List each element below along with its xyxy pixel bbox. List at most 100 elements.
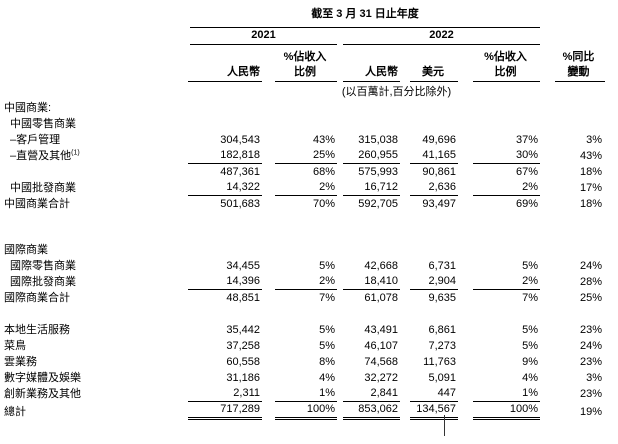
cell-value: 37,258 <box>226 340 260 352</box>
col-header-yoy: %同比 變動 <box>555 50 606 82</box>
cell-value: 6,731 <box>428 260 456 272</box>
row-china-retail-subtotal: 487,361 68% 575,993 90,861 67% 18% <box>0 164 618 180</box>
column-header-row: 人民幣 %佔收入 比例 人民幣 美元 %佔收入 比例 <box>0 45 618 82</box>
row-total: 總計 717,289 100% 853,062 134,567 100% 19% <box>0 402 618 420</box>
cell-value: 2% <box>473 180 541 196</box>
row-cloud: 雲業務 60,558 8% 74,568 11,763 9% 23% <box>0 354 618 370</box>
spacer-row <box>0 306 618 322</box>
cell-value: 2,636 <box>410 180 458 196</box>
cell-value: 717,289 <box>188 402 262 420</box>
col-header-rmb-2022: 人民幣 <box>343 65 400 82</box>
cell-value: 2,841 <box>343 386 400 402</box>
cell-value: 182,818 <box>188 148 262 164</box>
row-label: 菜鳥 <box>4 340 26 352</box>
cell-value: 2% <box>275 274 337 290</box>
spacer-row <box>0 212 618 242</box>
cell-value: 28% <box>580 276 603 288</box>
cell-value: 5,091 <box>428 372 456 384</box>
cell-value: 23% <box>580 356 603 368</box>
cell-value: 23% <box>580 388 603 400</box>
cell-value: 8% <box>319 356 335 368</box>
row-cainiao: 菜鳥 37,258 5% 46,107 7,273 5% 24% <box>0 338 618 354</box>
cell-value: 18,410 <box>343 274 400 290</box>
col-header-pct-2022-line1: %佔收入 <box>484 51 527 63</box>
row-label: 中國零售商業 <box>10 118 76 130</box>
row-international-wholesale: 國際批發商業 14,396 2% 18,410 2,904 2% 28% <box>0 274 618 290</box>
cell-value: 31,186 <box>226 372 260 384</box>
cell-value: 100% <box>275 402 337 420</box>
cell-value: 592,705 <box>358 198 398 210</box>
cell-value: 67% <box>516 166 539 178</box>
unit-note: (以百萬計,百分比除外) <box>341 86 452 98</box>
cell-value: 2% <box>473 274 541 290</box>
cell-value: 23% <box>580 324 603 336</box>
cell-value: 134,567 <box>410 402 458 420</box>
row-international-commerce-heading: 國際商業 <box>0 242 618 258</box>
cell-value: 30% <box>473 148 541 164</box>
report-table-body: 中國商業: 中國零售商業 –客戶管理 304,543 43% 315,038 49,696 3… <box>0 100 618 420</box>
cell-value: 41,165 <box>410 148 458 164</box>
year-2021-header: 2021 <box>190 28 337 45</box>
cell-value: 14,322 <box>188 180 262 196</box>
row-innovation-initiatives: 創新業務及其他 2,311 1% 2,841 447 1% 23% <box>0 386 618 402</box>
segment-revenue-table: 截至 3 月 31 日止年度 2021 2022 人民幣 <box>0 0 618 420</box>
col-header-yoy-line1: %同比 <box>562 51 595 63</box>
row-label: 國際零售商業 <box>10 260 76 272</box>
row-label: 中國批發商業 <box>10 182 76 194</box>
text-cursor-artifact <box>444 415 445 436</box>
cell-value: 18% <box>580 198 603 210</box>
row-china-wholesale: 中國批發商業 14,322 2% 16,712 2,636 2% 17% <box>0 180 618 196</box>
cell-value: 42,668 <box>364 260 398 272</box>
cell-value: 49,696 <box>422 134 456 146</box>
cell-value: 24% <box>580 260 603 272</box>
cell-value: 70% <box>312 198 335 210</box>
col-header-yoy-line2: 變動 <box>567 66 590 78</box>
cell-value: 4% <box>522 372 539 384</box>
cell-value: 25% <box>580 292 603 304</box>
period-header-row: 截至 3 月 31 日止年度 <box>0 0 618 28</box>
year-header-row: 2021 2022 <box>0 28 618 45</box>
row-label: –直營及其他(1) <box>10 149 80 162</box>
cell-value: 74,568 <box>364 356 398 368</box>
cell-value: 575,993 <box>358 166 398 178</box>
row-digital-media-entertainment: 數字媒體及娛樂 31,186 4% 32,272 5,091 4% 3% <box>0 370 618 386</box>
cell-value: 3% <box>586 372 603 384</box>
cell-value: 43% <box>312 134 335 146</box>
row-customer-management: –客戶管理 304,543 43% 315,038 49,696 37% 3% <box>0 132 618 148</box>
cell-value: 17% <box>580 182 603 194</box>
row-local-consumer-services: 本地生活服務 35,442 5% 43,491 6,861 5% 23% <box>0 322 618 338</box>
row-china-retail-heading: 中國零售商業 <box>0 116 618 132</box>
cell-value: 34,455 <box>226 260 260 272</box>
cell-value: 9% <box>522 356 539 368</box>
col-header-usd-2022: 美元 <box>410 65 458 82</box>
col-header-pct-2021-line1: %佔收入 <box>283 51 327 63</box>
cell-value: 2,311 <box>188 386 262 402</box>
col-header-rmb-2021: 人民幣 <box>188 65 262 82</box>
cell-value: 19% <box>580 406 603 418</box>
cell-value: 2,904 <box>410 274 458 290</box>
cell-value: 43,491 <box>364 324 398 336</box>
cell-value: 315,038 <box>358 134 398 146</box>
cell-value: 43% <box>580 150 603 162</box>
cell-value: 1% <box>473 386 541 402</box>
row-direct-sales-and-others: –直營及其他(1) 182,818 25% 260,955 41,165 30% 43% <box>0 148 618 164</box>
cell-value: 3% <box>586 134 603 146</box>
cell-value: 60,558 <box>226 356 260 368</box>
cell-value: 100% <box>473 402 541 420</box>
row-china-commerce-heading: 中國商業: <box>0 100 618 116</box>
row-label: 本地生活服務 <box>4 324 70 336</box>
cell-value: 1% <box>275 386 337 402</box>
cell-value: 853,062 <box>343 402 400 420</box>
cell-value: 447 <box>410 386 458 402</box>
cell-value: 37% <box>516 134 539 146</box>
cell-value: 48,851 <box>226 292 260 304</box>
row-label: 中國商業合計 <box>4 198 70 210</box>
row-international-commerce-total: 國際商業合計 48,851 7% 61,078 9,635 7% 25% <box>0 290 618 306</box>
cell-value: 5% <box>522 340 539 352</box>
cell-value: 68% <box>312 166 335 178</box>
row-label: 國際批發商業 <box>10 276 76 288</box>
row-label: 雲業務 <box>4 356 37 368</box>
cell-value: 5% <box>522 324 539 336</box>
cell-value: 5% <box>319 260 335 272</box>
